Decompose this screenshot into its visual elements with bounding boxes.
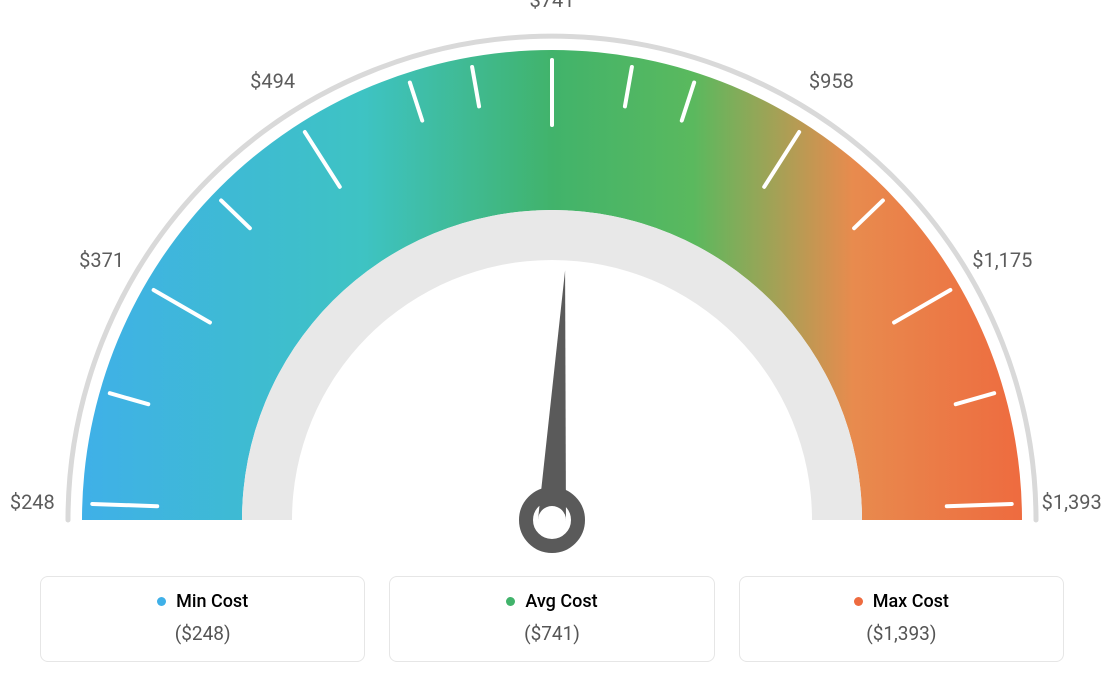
legend-card-avg: Avg Cost ($741) xyxy=(389,576,714,662)
gauge-tick-label: $248 xyxy=(10,490,55,514)
legend-value-avg: ($741) xyxy=(400,622,703,645)
gauge-tick-label: $1,175 xyxy=(972,248,1032,272)
legend-dot-avg xyxy=(506,597,515,606)
legend-title-avg: Avg Cost xyxy=(506,591,597,612)
legend-row: Min Cost ($248) Avg Cost ($741) Max Cost… xyxy=(40,576,1064,662)
gauge-tick-label: $371 xyxy=(79,248,124,272)
legend-label-avg: Avg Cost xyxy=(525,591,597,612)
legend-dot-max xyxy=(854,597,863,606)
gauge-chart: $248 $371 $494 $741 $958 $1,175 $1,393 xyxy=(0,0,1104,560)
legend-dot-min xyxy=(157,597,166,606)
legend-value-min: ($248) xyxy=(51,622,354,645)
gauge-tick-label: $741 xyxy=(530,0,575,12)
gauge-tick-label: $1,393 xyxy=(1042,490,1102,514)
legend-title-min: Min Cost xyxy=(157,591,248,612)
legend-label-max: Max Cost xyxy=(873,591,949,612)
gauge-svg xyxy=(0,0,1104,560)
legend-card-max: Max Cost ($1,393) xyxy=(739,576,1064,662)
legend-label-min: Min Cost xyxy=(176,591,248,612)
legend-value-max: ($1,393) xyxy=(750,622,1053,645)
legend-title-max: Max Cost xyxy=(854,591,949,612)
gauge-tick-label: $494 xyxy=(250,69,295,93)
gauge-tick-label: $958 xyxy=(809,69,854,93)
legend-card-min: Min Cost ($248) xyxy=(40,576,365,662)
